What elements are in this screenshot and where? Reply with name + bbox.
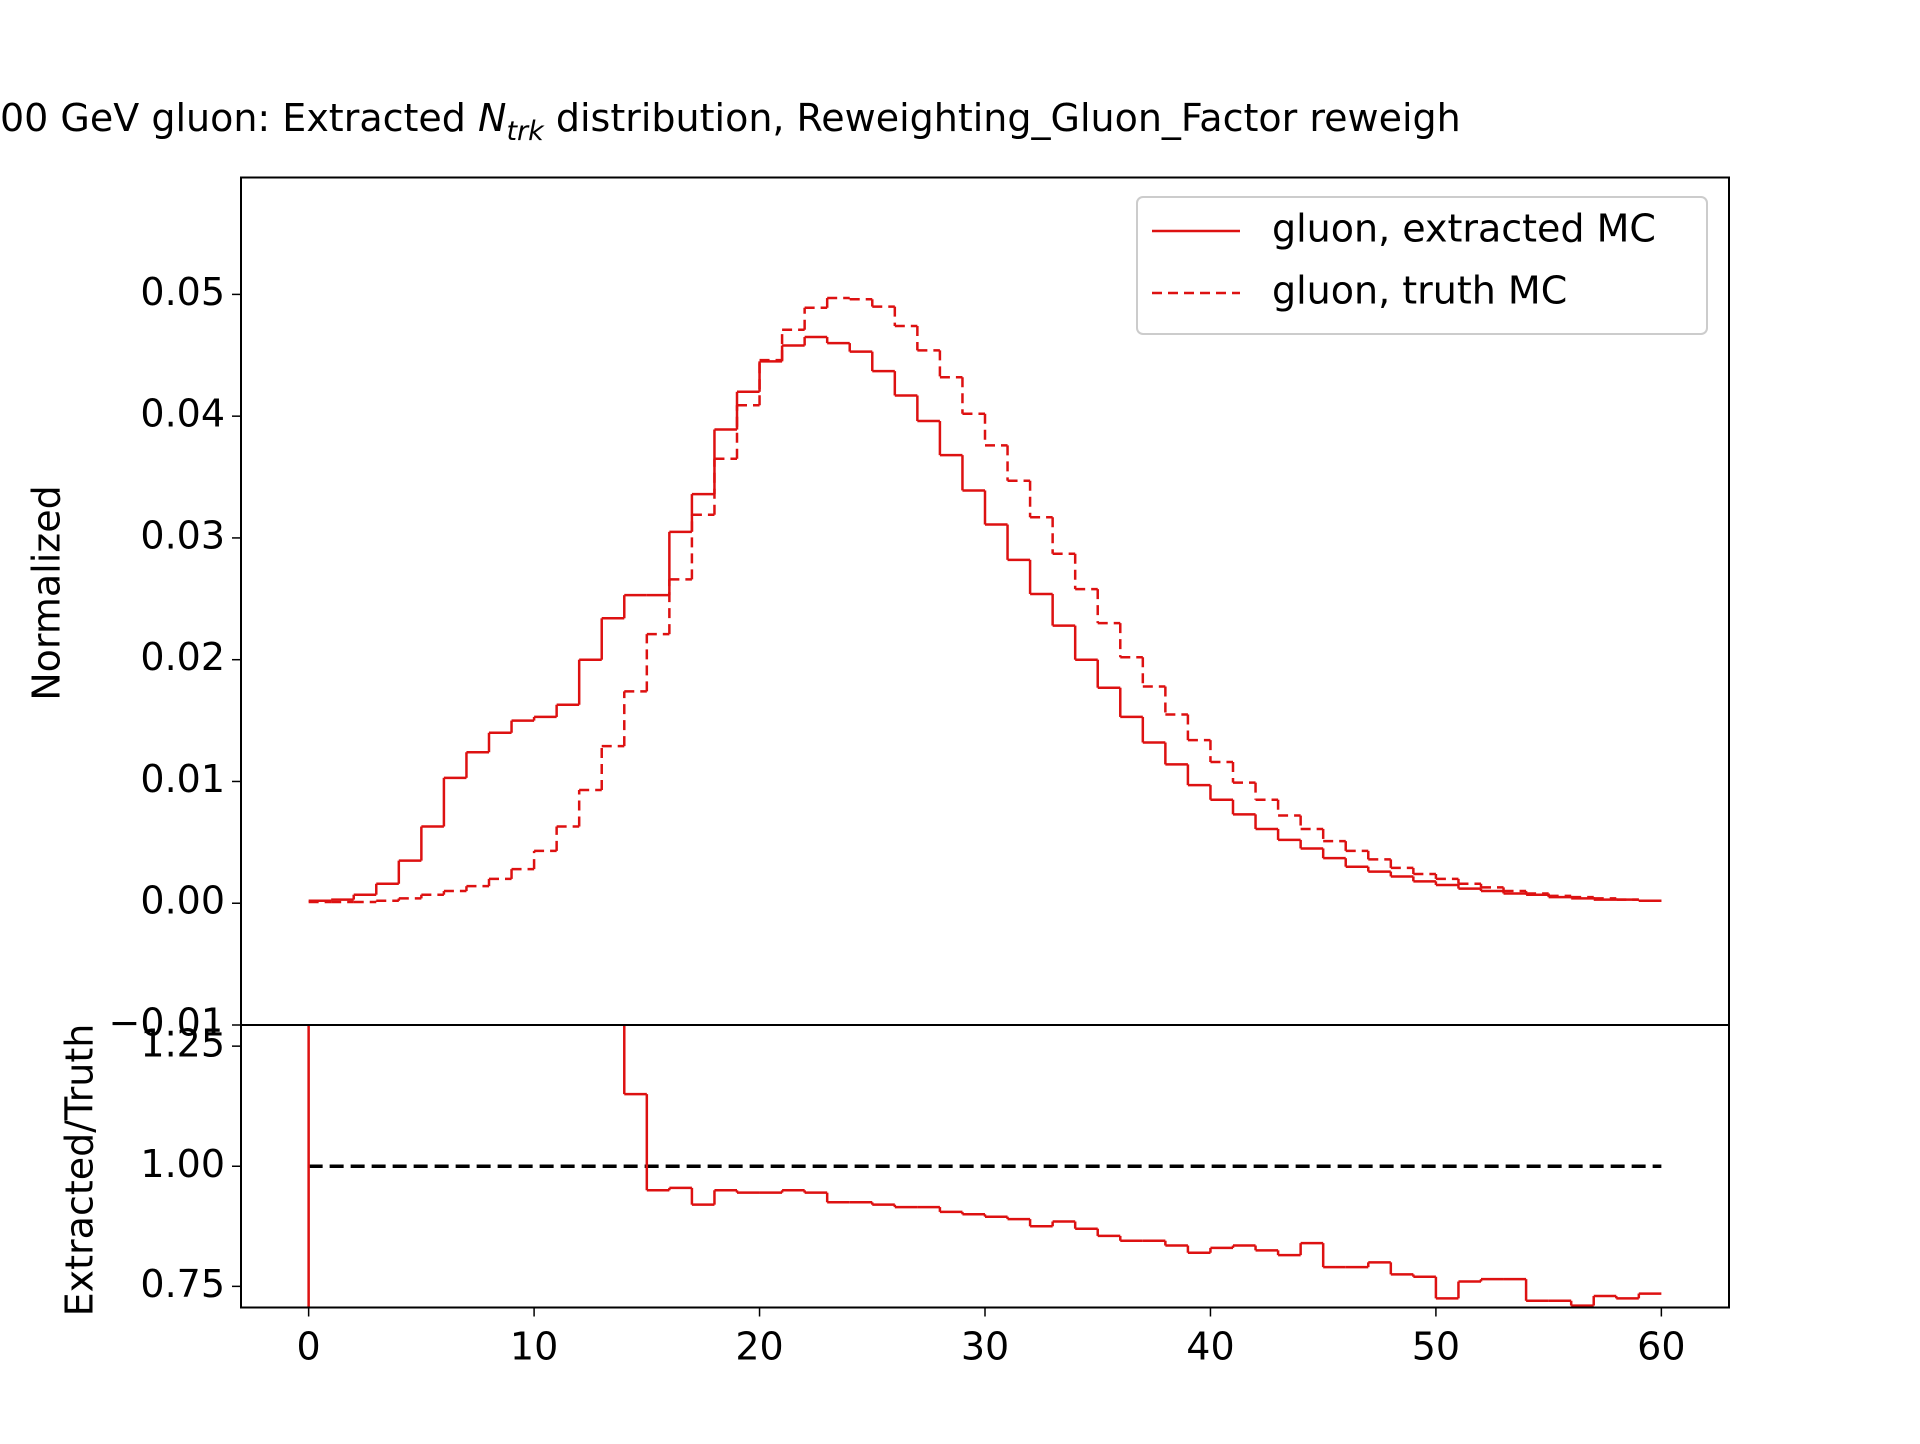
legend-label: gluon, extracted MC	[1272, 207, 1656, 251]
y-tick-label: 1.00	[140, 1142, 225, 1186]
y-tick-label: 0.01	[140, 757, 225, 801]
x-tick-label: 60	[1637, 1325, 1685, 1369]
x-tick-label: 20	[735, 1325, 783, 1369]
title-subscript: trk	[506, 116, 545, 147]
y-axis-label: Extracted/Truth	[58, 1024, 102, 1317]
title-symbol: N	[478, 96, 506, 140]
y-tick-label: 0.03	[140, 513, 225, 557]
x-tick-label: 10	[510, 1325, 558, 1369]
y-tick-label: 0.75	[140, 1262, 225, 1306]
y-tick-label: 1.25	[140, 1022, 225, 1066]
x-tick-label: 0	[297, 1325, 321, 1369]
x-tick-label: 50	[1412, 1325, 1460, 1369]
plot-area	[308, 296, 1662, 904]
y-tick-label: 0.02	[140, 635, 225, 679]
y-tick-label: −0.01	[109, 1001, 225, 1045]
x-tick-label: 30	[961, 1325, 1009, 1369]
axes-frame	[240, 1024, 1730, 1309]
title-text: distribution, Reweighting_Gluon_Factor r…	[544, 96, 1461, 140]
plot-area	[307, 1025, 1662, 1308]
legend-box	[1136, 196, 1708, 335]
legend-label: gluon, truth MC	[1272, 269, 1567, 313]
y-tick-label: 0.05	[140, 270, 225, 314]
y-axis-label: Normalized	[25, 485, 69, 701]
y-tick-label: 0.04	[140, 392, 225, 436]
title-text: 00 GeV gluon: Extracted	[0, 96, 478, 140]
y-tick-label: 0.00	[140, 879, 225, 923]
x-tick-label: 40	[1186, 1325, 1234, 1369]
chart-title: 00 GeV gluon: Extracted Ntrk distributio…	[0, 96, 1461, 147]
